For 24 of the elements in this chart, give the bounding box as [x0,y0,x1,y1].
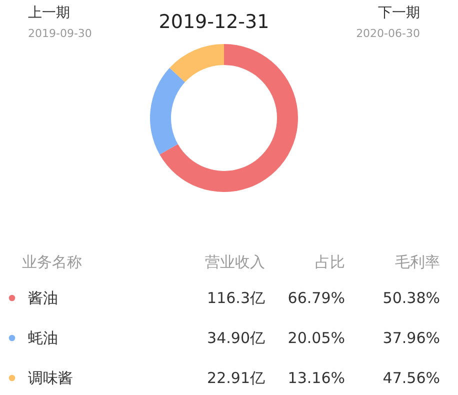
text: 37.96% [382,329,440,347]
donut-slice [170,44,224,82]
text: 34.90亿 [207,329,265,347]
text: 占比 [315,253,345,271]
text: 47.56% [382,369,440,387]
text: 50.38% [382,289,440,307]
text: 2020-06-30 [356,27,420,40]
text: 116.3亿 [207,289,265,307]
text: 2019-09-30 [28,27,92,40]
text: 下一期 [378,5,420,21]
legend-label: 蚝油 [28,329,58,347]
donut-slice [150,68,185,154]
text: 22.91亿 [207,369,265,387]
data-label: 66.79% [288,289,345,307]
legend-label: 调味酱 [28,369,73,387]
donut-slice [160,44,298,192]
data-label: 13.16% [288,369,345,387]
text: 毛利率 [395,253,440,271]
text: 上一期 [28,5,70,21]
text: 营业收入 [205,253,265,271]
text: 业务名称 [22,253,82,271]
legend-label: 酱油 [28,289,58,307]
data-label: 20.05% [288,329,345,347]
chart-title: 2019-12-31 [158,11,270,33]
